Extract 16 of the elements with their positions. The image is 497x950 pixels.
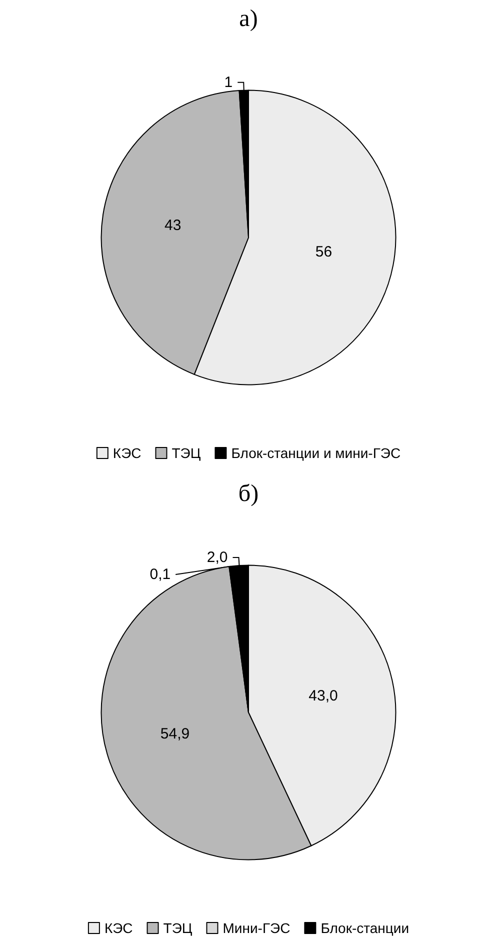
data-label: 0,1 — [150, 566, 171, 584]
data-label: 2,0 — [206, 549, 228, 566]
legend-label: ТЭЦ — [172, 445, 202, 461]
chart-title: а) — [239, 6, 258, 32]
data-label: 56 — [315, 243, 332, 260]
legend-label: КЭС — [112, 445, 142, 461]
legend-label: Блок-станции — [320, 920, 410, 936]
legend-label: КЭС — [104, 920, 133, 936]
data-label: 54,9 — [160, 726, 190, 743]
data-label: 43 — [164, 217, 182, 234]
legend-label: Блок-станции и мини-ГЭС — [231, 445, 401, 461]
data-label: 1 — [224, 74, 233, 91]
legend-label: ТЭЦ — [163, 920, 193, 936]
chart-title: б) — [238, 481, 259, 507]
data-label: 43,0 — [308, 687, 338, 704]
legend-label: Мини-ГЭС — [222, 920, 290, 936]
